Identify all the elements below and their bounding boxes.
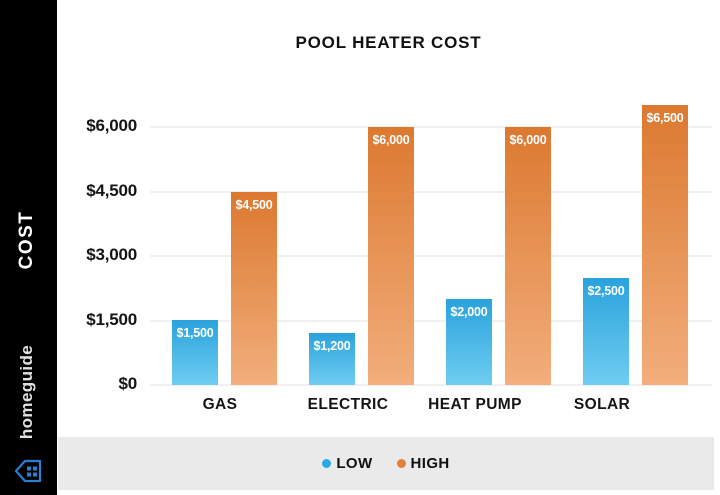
category-label-heat-pump: HEAT PUMP [428,396,522,413]
bar-low-gas: $1,500 [172,320,218,385]
bar-low-electric: $1,200 [309,333,355,385]
y-tick-label: $0 [118,374,137,393]
bar-value-label: $4,500 [235,198,273,212]
gridline-4500 [150,191,712,193]
bar-value-label: $6,000 [509,133,547,147]
gridline-3000 [150,255,712,257]
legend-label: HIGH [410,455,450,472]
low-dot-icon [322,459,332,468]
sidebar: COST homeguide [0,0,57,495]
chart-panel: POOL HEATER COST $0 $1,500 $3,000 $4,500 $6,… [57,0,720,495]
category-label-electric: ELECTRIC [307,396,389,413]
bar-high-electric: $6,000 [368,127,414,385]
bar-high-heat-pump: $6,000 [505,127,551,385]
chart-title: POOL HEATER COST [295,33,482,52]
bar-value-label: $6,000 [372,133,410,147]
legend-label: LOW [336,455,373,472]
category-label-solar: SOLAR [573,396,631,413]
legend: LOW HIGH [58,437,714,490]
y-tick-label: $1,500 [86,310,137,329]
gridline-6000 [150,126,712,128]
bar-high-solar: $6,500 [642,105,688,385]
bar-value-label: $1,200 [313,339,351,353]
bar-value-label: $2,000 [450,305,488,319]
homeguide-house-icon [13,456,43,486]
high-dot-icon [396,459,406,468]
legend-item-low: LOW [322,455,372,472]
y-tick-label: $6,000 [86,116,137,135]
gridline-0 [150,384,712,386]
legend-item-high: HIGH [396,455,450,472]
category-label-gas: GAS [202,396,238,413]
bar-value-label: $6,500 [646,111,684,125]
bar-value-label: $1,500 [176,326,214,340]
y-tick-label: $4,500 [86,181,137,200]
gridline-1500 [150,320,712,322]
bar-high-gas: $4,500 [231,192,277,385]
bar-value-label: $2,500 [587,284,625,298]
y-tick-label: $3,000 [86,245,137,264]
bar-low-solar: $2,500 [583,278,629,385]
bar-low-heat-pump: $2,000 [446,299,492,385]
